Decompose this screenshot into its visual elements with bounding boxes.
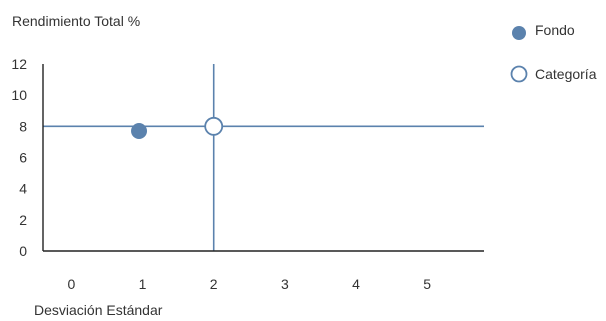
x-tick-label: 1 [139, 276, 147, 292]
x-axis-label: Desviación Estándar [34, 302, 163, 318]
legend-marker-fondo [512, 26, 526, 40]
y-tick-label: 10 [11, 87, 27, 103]
data-points [131, 116, 224, 140]
data-point-fondo [131, 123, 148, 140]
legend-marker-categoria [510, 65, 528, 83]
x-tick-label: 0 [68, 276, 76, 292]
y-tick-labels: 0 2 4 6 8 10 12 [11, 56, 27, 259]
reference-lines [43, 64, 484, 251]
y-tick-label: 8 [19, 118, 27, 134]
y-tick-label: 6 [19, 150, 27, 166]
y-tick-label: 12 [11, 56, 27, 72]
axes [42, 64, 484, 252]
x-tick-label: 4 [352, 276, 360, 292]
legend: Fondo Categoría [510, 22, 597, 83]
x-tick-labels: 0 1 2 3 4 5 [68, 276, 432, 292]
x-tick-label: 5 [423, 276, 431, 292]
data-point-categoria [204, 116, 224, 136]
y-tick-label: 2 [19, 212, 27, 228]
x-tick-label: 2 [210, 276, 218, 292]
y-axis-label: Rendimiento Total % [12, 13, 140, 29]
legend-label-categoria: Categoría [535, 66, 597, 82]
y-tick-label: 0 [19, 243, 27, 259]
y-tick-label: 4 [19, 181, 27, 197]
x-tick-label: 3 [281, 276, 289, 292]
legend-label-fondo: Fondo [535, 22, 575, 38]
